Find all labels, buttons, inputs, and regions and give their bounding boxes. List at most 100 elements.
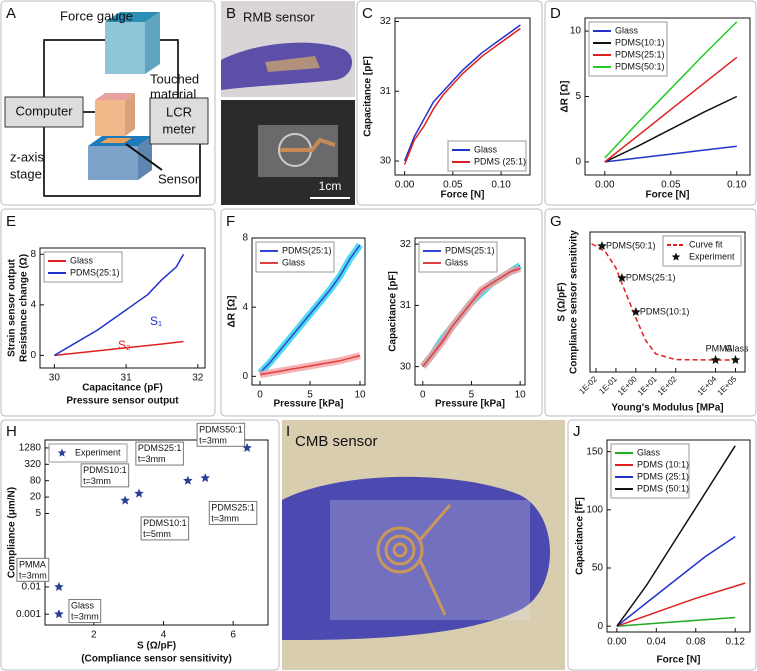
point bbox=[242, 442, 252, 452]
line bbox=[53, 253, 185, 357]
y-tick-label: 8 bbox=[242, 233, 248, 244]
line bbox=[403, 24, 521, 162]
wire bbox=[43, 127, 201, 197]
y-tick-label: 31 bbox=[400, 300, 412, 311]
y-tick-label: 31 bbox=[380, 86, 392, 97]
panel-g bbox=[544, 208, 757, 417]
y-axis-label: Strain sensor output bbox=[7, 258, 18, 356]
y-tick-label: 4 bbox=[242, 302, 248, 313]
legend-label: PDMS (10:1) bbox=[637, 459, 689, 469]
y-tick-label: 20 bbox=[30, 492, 42, 503]
cube-side bbox=[125, 93, 135, 136]
chart: 30 31 32 0 4 8 Capacitance (pF) Pressure sensor… bbox=[7, 247, 206, 407]
cube-top bbox=[105, 12, 160, 22]
x-tick-label: 10 bbox=[354, 390, 366, 401]
y-tick-label: 32 bbox=[400, 239, 412, 250]
label: stage bbox=[10, 166, 42, 181]
y-tick-label: 0.01 bbox=[22, 582, 42, 593]
x-tick-label: 0.00 bbox=[595, 180, 615, 191]
y-tick-label: 5 bbox=[575, 91, 581, 102]
y-axis-label: Compliance (μm/N) bbox=[7, 487, 18, 578]
point-label-text: t=3mm bbox=[19, 570, 47, 580]
panel-a bbox=[0, 0, 216, 206]
legend-label: PDMS(25:1) bbox=[615, 49, 665, 59]
x-tick-label: 0.00 bbox=[607, 637, 627, 648]
y-tick-label: 80 bbox=[30, 475, 42, 486]
label: Force gauge bbox=[60, 8, 133, 23]
x-tick-label: 0.00 bbox=[395, 180, 415, 191]
legend-label: Glass bbox=[445, 257, 469, 267]
chart: 0.00 0.05 0.10 30 31 32 Force [N] Capacitance [… bbox=[363, 16, 531, 201]
photo-title: RMB sensor bbox=[243, 9, 315, 24]
line bbox=[604, 21, 738, 159]
scale-label: 1cm bbox=[319, 179, 342, 193]
x-tick-label: 1E+00 bbox=[616, 374, 639, 397]
y-tick-label: 30 bbox=[380, 156, 392, 167]
legend-label: Experiment bbox=[689, 251, 735, 261]
point bbox=[710, 355, 721, 364]
x-tick-label: 30 bbox=[49, 373, 61, 384]
x-tick-label: 0.10 bbox=[727, 180, 747, 191]
legend-label: Glass bbox=[474, 144, 498, 154]
point bbox=[730, 355, 741, 364]
label-box bbox=[208, 500, 258, 525]
point bbox=[617, 273, 627, 282]
point-label: PDMS25:1t=3mm bbox=[208, 500, 258, 525]
y-axis-label: Resistance change (Ω) bbox=[19, 254, 30, 362]
label: LCR bbox=[166, 104, 192, 119]
plot-frame bbox=[606, 439, 751, 633]
y-axis-label: Compliance sensor sensitivity bbox=[569, 230, 580, 374]
legend-label: PDMS(25:1) bbox=[445, 245, 495, 255]
plot-frame bbox=[394, 17, 531, 176]
point-label-text: PMMA bbox=[19, 559, 46, 569]
point-label-text: PDMS10:1 bbox=[143, 518, 187, 528]
point-label-text: PDMS25:1 bbox=[211, 502, 255, 512]
x-tick-label: 0 bbox=[257, 390, 263, 401]
panel-e bbox=[0, 208, 216, 417]
line bbox=[259, 244, 361, 374]
sensor bbox=[265, 56, 320, 72]
trace bbox=[280, 137, 336, 152]
wire bbox=[43, 39, 105, 97]
point-label: PDMS(25:1) bbox=[626, 272, 676, 282]
point-label: PDMS(10:1) bbox=[640, 306, 690, 316]
x-axis-label: Capacitance (pF) bbox=[82, 383, 163, 394]
force-gauge bbox=[105, 22, 145, 74]
point-label-text: t=3mm bbox=[138, 454, 166, 464]
line bbox=[616, 535, 736, 627]
x-tick-label: 0.05 bbox=[443, 180, 463, 191]
legend-label: PDMS (50:1) bbox=[637, 483, 689, 493]
y-tick-label: 0 bbox=[597, 621, 603, 632]
point-label-text: t=3mm bbox=[199, 435, 227, 445]
point-label-text: t=5mm bbox=[143, 529, 171, 539]
point-label-text: Glass bbox=[725, 343, 749, 353]
panel-f bbox=[220, 208, 543, 417]
legend-box bbox=[662, 235, 742, 267]
electrode bbox=[376, 504, 452, 616]
arrow bbox=[125, 143, 163, 171]
cube-side bbox=[145, 12, 160, 74]
x-tick-label: 5 bbox=[307, 390, 313, 401]
legend-box bbox=[43, 251, 123, 283]
panel-letter: D bbox=[550, 5, 561, 22]
legend-swatch bbox=[57, 448, 67, 457]
plot-frame bbox=[414, 237, 526, 386]
label: Computer bbox=[15, 103, 73, 118]
point-label: PDMS25:1t=3mm bbox=[135, 441, 184, 466]
y-axis-label: ΔR [Ω] bbox=[560, 81, 571, 113]
diagram-a: Force gauge Touched material Computer LC… bbox=[4, 8, 209, 197]
point-label-text: t=3mm bbox=[211, 513, 239, 523]
point-label-text: t=3mm bbox=[83, 476, 111, 486]
y-tick-label: 320 bbox=[24, 459, 41, 470]
point-label: PDMS50:1t=3mm bbox=[196, 422, 246, 447]
point bbox=[54, 581, 64, 591]
annotation: S₁ bbox=[150, 314, 162, 328]
plot-frame bbox=[589, 231, 746, 373]
point-label-text: PDMS(10:1) bbox=[640, 306, 690, 316]
x-tick-label: 10 bbox=[515, 390, 527, 401]
film bbox=[330, 500, 530, 620]
point-label: PDMS(50:1) bbox=[606, 240, 656, 250]
